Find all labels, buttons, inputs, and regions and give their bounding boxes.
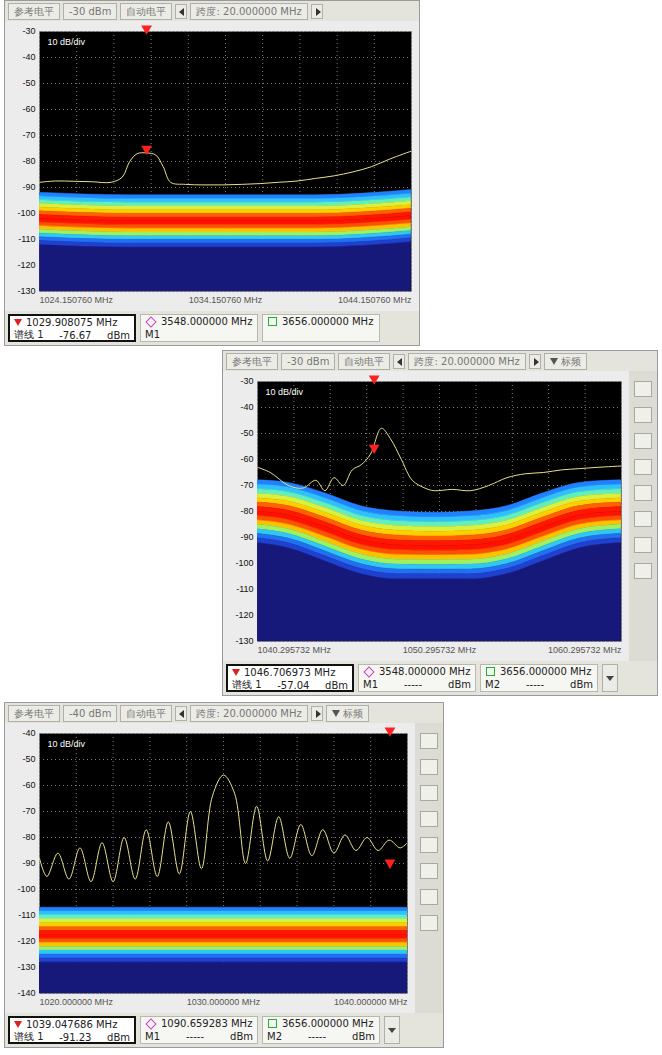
- html-text:dBm: dBm: [325, 679, 348, 691]
- html-text:3656.000000 MHz: 3656.000000 MHz: [500, 666, 592, 677]
- svg-text:10 dB/div: 10 dB/div: [48, 739, 86, 749]
- html-text:参考电平: 参考电平: [232, 355, 272, 367]
- svg-text:1044.150760 MHz: 1044.150760 MHz: [338, 295, 412, 305]
- html-text:dBm: dBm: [107, 329, 130, 341]
- html-text:自动电平: 自动电平: [344, 355, 385, 367]
- svg-text:-60: -60: [240, 454, 253, 464]
- html-text:M1: M1: [363, 679, 378, 690]
- html-text:3548.000000 MHz: 3548.000000 MHz: [379, 666, 471, 677]
- html-text:参考电平: 参考电平: [14, 707, 54, 719]
- svg-text:-110: -110: [236, 584, 253, 594]
- svg-text:-120: -120: [17, 936, 35, 946]
- svg-text:-30: -30: [240, 376, 253, 386]
- html-text:标频: 标频: [560, 355, 581, 367]
- svg-text:-130: -130: [17, 286, 35, 296]
- html-text:跨度: 20.000000 MHz: 跨度: 20.000000 MHz: [414, 355, 520, 367]
- html-text:dBm: dBm: [448, 679, 471, 690]
- html-text:dBm: dBm: [230, 1031, 253, 1042]
- svg-text:1020.000000 MHz: 1020.000000 MHz: [40, 997, 114, 1007]
- svg-text:-100: -100: [17, 884, 35, 894]
- svg-text:-120: -120: [235, 610, 253, 620]
- html-text:跨度: 20.000000 MHz: 跨度: 20.000000 MHz: [196, 707, 302, 719]
- svg-text:-50: -50: [22, 78, 35, 88]
- html-text:-40 dBm: -40 dBm: [69, 707, 112, 719]
- svg-text:-90: -90: [22, 182, 35, 192]
- svg-text:-140: -140: [17, 988, 35, 998]
- svg-text:-40: -40: [22, 52, 35, 62]
- svg-text:1024.150760 MHz: 1024.150760 MHz: [40, 295, 114, 305]
- svg-text:10 dB/div: 10 dB/div: [266, 387, 304, 397]
- html-text:dBm: dBm: [107, 1031, 130, 1043]
- html-text:1046.706973 MHz: 1046.706973 MHz: [244, 667, 336, 678]
- html-text:-91.23: -91.23: [59, 1031, 92, 1043]
- html-text:自动电平: 自动电平: [126, 5, 167, 17]
- svg-text:-90: -90: [22, 858, 35, 868]
- html-text:1029.908075 MHz: 1029.908075 MHz: [26, 317, 118, 328]
- html-text:1039.047686 MHz: 1039.047686 MHz: [26, 1019, 118, 1030]
- html-text:dBm: dBm: [570, 679, 593, 690]
- svg-text:-110: -110: [18, 910, 35, 920]
- svg-text:-70: -70: [22, 130, 35, 140]
- svg-text:-130: -130: [17, 962, 35, 972]
- svg-text:-120: -120: [17, 260, 35, 270]
- svg-text:-80: -80: [22, 832, 35, 842]
- html-text:-30 dBm: -30 dBm: [69, 5, 112, 17]
- svg-text:-80: -80: [22, 156, 35, 166]
- svg-text:1040.295732 MHz: 1040.295732 MHz: [258, 645, 332, 655]
- svg-text:-110: -110: [18, 234, 35, 244]
- html-text:M1: M1: [145, 1031, 160, 1042]
- svg-text:1040.000000 MHz: 1040.000000 MHz: [334, 997, 408, 1007]
- html-text:M2: M2: [485, 679, 500, 690]
- svg-text:1034.150760 MHz: 1034.150760 MHz: [189, 295, 263, 305]
- html-text:M2: M2: [267, 1031, 282, 1042]
- svg-text:10 dB/div: 10 dB/div: [48, 37, 86, 47]
- svg-text:1050.295732 MHz: 1050.295732 MHz: [403, 645, 477, 655]
- svg-text:-40: -40: [240, 402, 253, 412]
- html-text:谱线 1: 谱线 1: [14, 1031, 44, 1042]
- svg-text:-100: -100: [17, 208, 35, 218]
- html-text:参考电平: 参考电平: [14, 5, 54, 17]
- html-text:M1: M1: [145, 329, 160, 340]
- svg-text:-80: -80: [240, 506, 253, 516]
- html-text:3656.000000 MHz: 3656.000000 MHz: [282, 1018, 374, 1029]
- html-text:3656.000000 MHz: 3656.000000 MHz: [282, 316, 374, 327]
- svg-text:1030.000000 MHz: 1030.000000 MHz: [187, 997, 261, 1007]
- html-text:标频: 标频: [342, 707, 363, 719]
- html-text:跨度: 20.000000 MHz: 跨度: 20.000000 MHz: [196, 5, 302, 17]
- html-text:自动电平: 自动电平: [126, 707, 167, 719]
- svg-text:-40: -40: [22, 728, 35, 738]
- svg-text:-50: -50: [22, 754, 35, 764]
- html-text:谱线 1: 谱线 1: [232, 679, 262, 690]
- svg-text:-100: -100: [235, 558, 253, 568]
- html-text:-30 dBm: -30 dBm: [287, 355, 330, 367]
- html-text:dBm: dBm: [352, 1031, 375, 1042]
- html-text:谱线 1: 谱线 1: [14, 329, 44, 340]
- html-text:3548.000000 MHz: 3548.000000 MHz: [161, 316, 253, 327]
- svg-text:-50: -50: [240, 428, 253, 438]
- svg-text:-60: -60: [22, 780, 35, 790]
- svg-text:1060.295732 MHz: 1060.295732 MHz: [548, 645, 622, 655]
- svg-text:-60: -60: [22, 104, 35, 114]
- svg-text:-70: -70: [240, 480, 253, 490]
- svg-text:-90: -90: [240, 532, 253, 542]
- html-text:-76.67: -76.67: [59, 329, 92, 341]
- svg-text:-130: -130: [235, 636, 253, 646]
- svg-text:-70: -70: [22, 806, 35, 816]
- svg-text:-30: -30: [22, 26, 35, 36]
- html-text:-57.04: -57.04: [277, 679, 310, 691]
- html-text:1090.659283 MHz: 1090.659283 MHz: [161, 1018, 253, 1029]
